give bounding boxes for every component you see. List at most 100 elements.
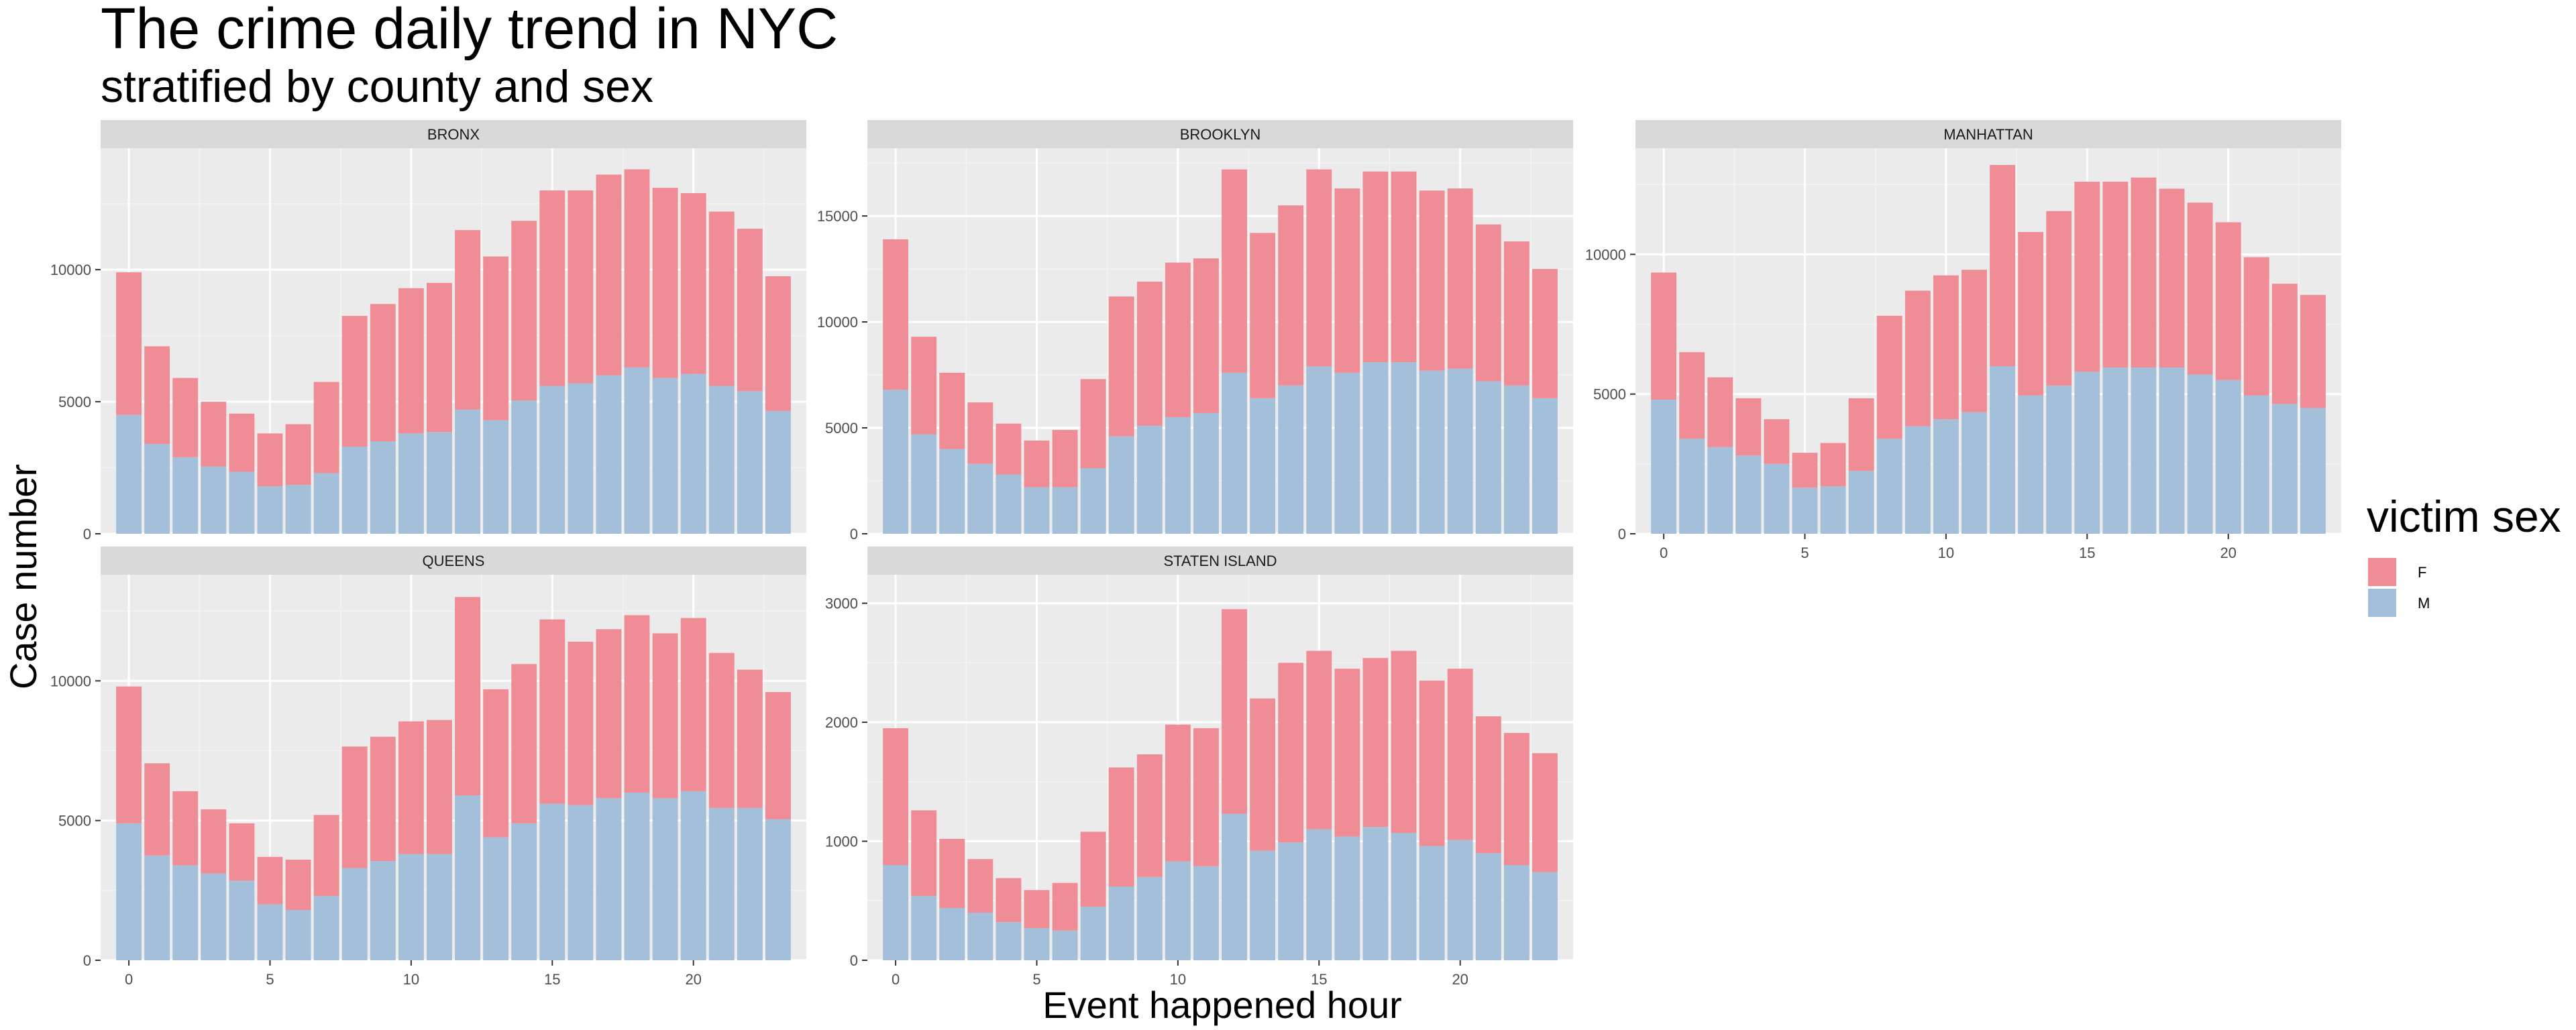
bar-f xyxy=(1052,882,1078,931)
legend-swatch-f xyxy=(2368,558,2396,586)
bar-f xyxy=(313,815,339,897)
bar-m xyxy=(427,854,452,960)
x-tick-label: 20 xyxy=(685,971,701,988)
bar-m xyxy=(257,486,283,534)
x-tick-label: 10 xyxy=(1938,545,1954,561)
bar-m xyxy=(229,471,255,534)
bar-f xyxy=(1306,169,1332,367)
bar-m xyxy=(341,868,368,960)
bar-f xyxy=(1503,733,1529,866)
bar-f xyxy=(624,615,650,793)
bar-m xyxy=(1764,463,1790,534)
strip-manhattan xyxy=(1635,120,2341,148)
bar-f xyxy=(1024,440,1050,488)
bar-f xyxy=(2018,232,2044,396)
bar-f xyxy=(2243,257,2269,396)
bar-f xyxy=(1962,270,1987,412)
bar-m xyxy=(483,837,509,960)
bar-m xyxy=(1876,439,1902,534)
bar-f xyxy=(1532,753,1558,872)
bar-m xyxy=(511,823,537,960)
y-tick-label: 2000 xyxy=(825,714,858,731)
y-tick-label: 1000 xyxy=(825,834,858,850)
bar-m xyxy=(1419,370,1445,534)
bar-m xyxy=(2102,367,2129,534)
x-tick-label: 0 xyxy=(892,971,900,988)
bar-f xyxy=(652,188,678,378)
bar-m xyxy=(996,474,1022,534)
bar-f xyxy=(1052,430,1078,488)
bar-f xyxy=(257,856,283,905)
bar-m xyxy=(737,807,763,960)
bar-f xyxy=(1362,658,1389,827)
x-tick-label: 15 xyxy=(1311,971,1327,988)
strip-label-queens: QUEENS xyxy=(423,553,485,569)
bar-f xyxy=(1278,663,1304,843)
bar-f xyxy=(2131,177,2157,368)
bar-f xyxy=(257,433,283,487)
bar-f xyxy=(1222,169,1247,373)
bar-f xyxy=(2159,188,2185,368)
x-tick-label: 5 xyxy=(266,971,274,988)
y-tick-label: 10000 xyxy=(50,262,91,278)
bar-f xyxy=(511,221,537,401)
legend: victim sex F M xyxy=(2367,492,2561,617)
bar-m xyxy=(1024,928,1050,960)
bar-m xyxy=(201,466,227,534)
y-tick-label: 5000 xyxy=(58,813,91,829)
bar-m xyxy=(1136,876,1163,960)
bar-f xyxy=(1136,282,1163,426)
bar-m xyxy=(1222,372,1247,534)
x-tick-label: 20 xyxy=(2220,545,2236,561)
bar-f xyxy=(939,372,965,449)
bar-f xyxy=(737,229,763,392)
bar-f xyxy=(765,692,791,819)
bar-m xyxy=(370,441,396,534)
bar-m xyxy=(596,375,622,534)
bar-m xyxy=(2159,367,2185,534)
bar-f xyxy=(2046,211,2072,386)
bar-m xyxy=(939,907,965,960)
bar-m xyxy=(511,400,537,534)
y-tick-label: 10000 xyxy=(1585,246,1626,263)
bar-f xyxy=(285,860,311,910)
bar-f xyxy=(596,629,622,799)
bar-f xyxy=(568,190,594,384)
bar-f xyxy=(398,721,424,854)
strip-bronx xyxy=(101,120,806,148)
bar-m xyxy=(708,386,735,534)
bar-f xyxy=(1391,650,1417,834)
bar-m xyxy=(144,855,170,960)
bar-m xyxy=(2215,380,2241,534)
bar-m xyxy=(765,410,791,534)
bar-m xyxy=(313,473,339,534)
bar-m xyxy=(2187,374,2213,534)
bar-f xyxy=(1447,669,1473,840)
bar-f xyxy=(483,256,509,420)
bar-f xyxy=(1362,171,1389,363)
bar-f xyxy=(1306,650,1332,829)
bar-m xyxy=(1391,833,1417,960)
bar-m xyxy=(2046,386,2072,534)
bar-m xyxy=(1080,468,1106,534)
bar-m xyxy=(1532,872,1558,960)
bar-f xyxy=(1532,269,1558,398)
bar-m xyxy=(116,414,142,534)
bar-f xyxy=(539,619,566,804)
bar-m xyxy=(765,819,791,960)
y-tick-label: 5000 xyxy=(825,420,858,437)
bar-f xyxy=(1475,716,1501,854)
bar-f xyxy=(1024,890,1050,929)
bar-m xyxy=(1108,886,1134,960)
bar-m xyxy=(624,793,650,960)
bar-m xyxy=(1250,398,1276,534)
bar-f xyxy=(313,382,339,473)
facet-manhattan: MANHATTAN 0 5000 10000 0 5 10 15 20 xyxy=(1585,120,2341,561)
bar-f xyxy=(911,337,937,435)
y-tick-label: 10000 xyxy=(817,314,858,331)
bar-f xyxy=(1080,379,1106,469)
bar-m xyxy=(1250,850,1276,960)
bar-f xyxy=(1735,398,1762,456)
bar-f xyxy=(427,720,452,854)
bar-m xyxy=(1707,447,1733,534)
